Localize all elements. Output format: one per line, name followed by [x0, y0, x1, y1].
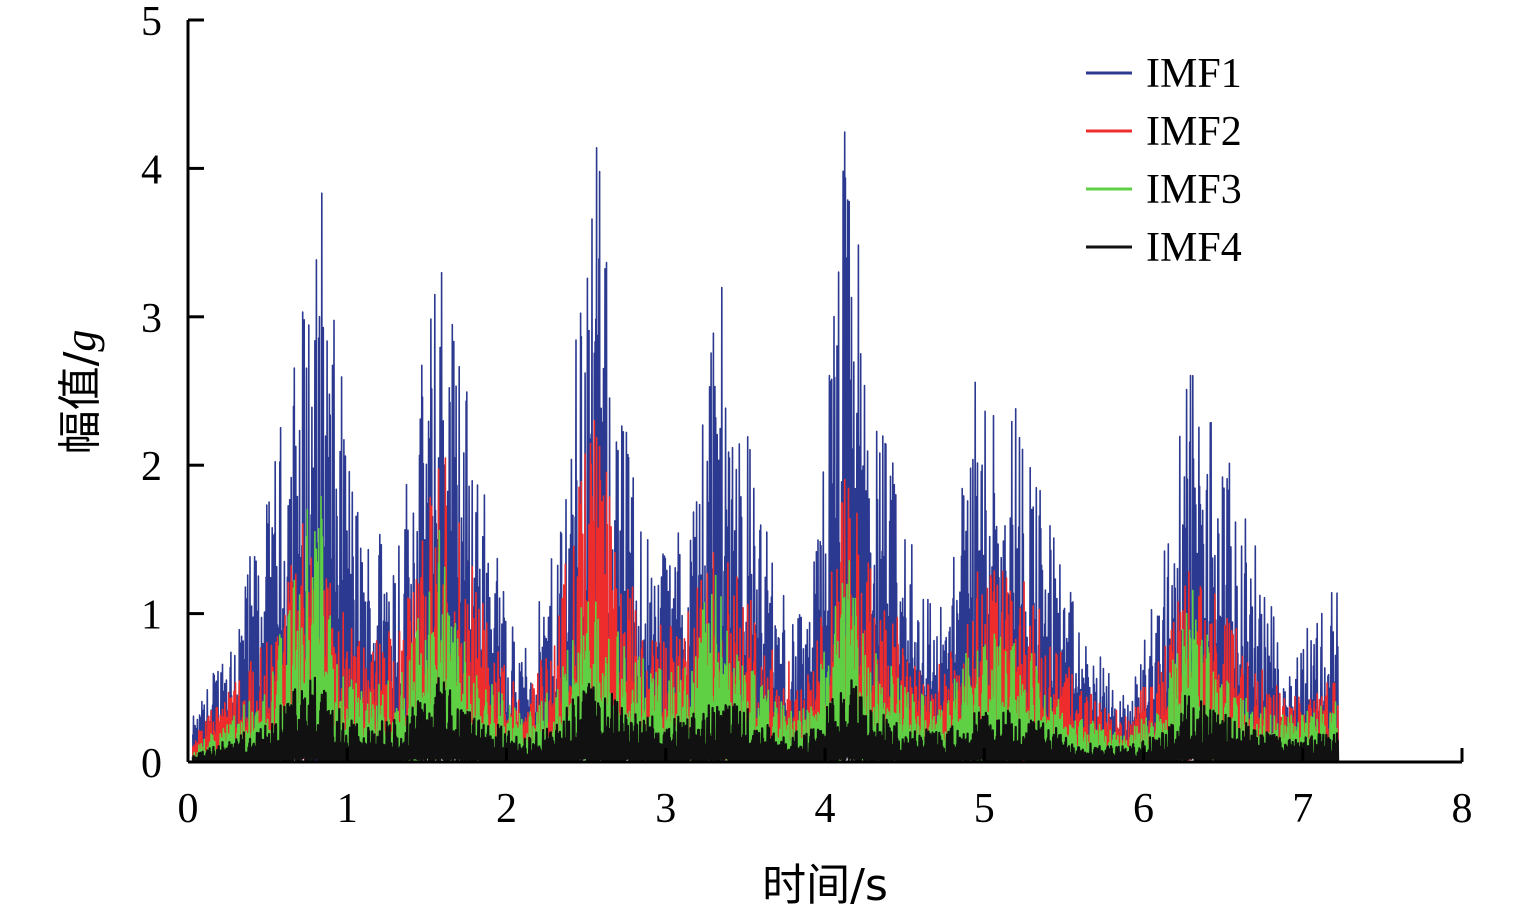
x-axis-title: 时间/s — [762, 860, 888, 911]
y-tick-label: 5 — [141, 0, 162, 45]
x-tick-label: 4 — [815, 786, 836, 832]
x-tick-label: 1 — [337, 786, 358, 832]
x-tick-label: 3 — [655, 786, 676, 832]
x-ticks: 0 1 2 3 4 5 6 7 8 — [178, 748, 1473, 832]
y-axis-title-unit: g — [56, 330, 105, 352]
y-tick-label: 2 — [141, 444, 162, 490]
x-tick-label: 2 — [496, 786, 517, 832]
x-tick-label: 7 — [1292, 786, 1313, 832]
y-ticks: 0 1 2 3 4 5 — [141, 0, 204, 787]
legend-label-imf4: IMF4 — [1146, 225, 1242, 271]
y-axis-title-prefix: 幅值/ — [55, 351, 106, 454]
y-tick-label: 1 — [141, 593, 162, 639]
plot-area — [191, 131, 1340, 764]
legend-label-imf3: IMF3 — [1146, 167, 1242, 213]
x-tick-label: 6 — [1133, 786, 1154, 832]
legend: IMF1 IMF2 IMF3 IMF4 — [1086, 51, 1242, 271]
x-tick-label: 0 — [178, 786, 199, 832]
y-tick-label: 4 — [141, 147, 162, 193]
y-tick-label: 3 — [141, 296, 162, 342]
y-tick-label: 0 — [141, 741, 162, 787]
series-line-imf4 — [191, 676, 1340, 764]
legend-label-imf1: IMF1 — [1146, 51, 1242, 97]
legend-label-imf2: IMF2 — [1146, 109, 1242, 155]
x-tick-label: 5 — [974, 786, 995, 832]
x-tick-label: 8 — [1452, 786, 1473, 832]
y-axis-title: 幅值/g — [55, 330, 106, 455]
